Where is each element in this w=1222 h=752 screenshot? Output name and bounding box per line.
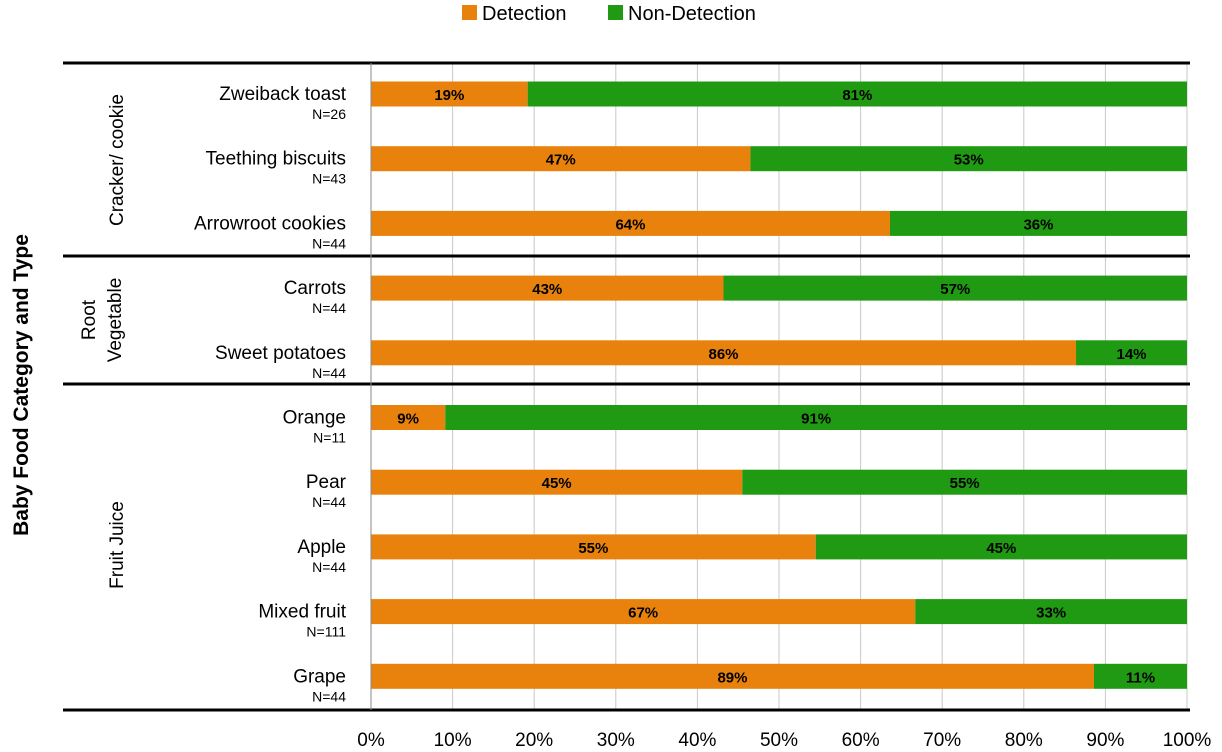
- group-label-vegetable: Vegetable: [105, 278, 126, 363]
- n-label: N=44: [312, 559, 346, 575]
- x-tick-label: 0%: [357, 730, 385, 751]
- bar-non-detection: [723, 275, 1187, 301]
- legend-swatch-detection: [462, 5, 477, 20]
- x-tick-label: 80%: [1005, 730, 1043, 751]
- x-tick-label: 10%: [434, 730, 472, 751]
- bar-detection: [371, 275, 724, 301]
- bar-non-detection: [750, 146, 1187, 172]
- bar-detection: [371, 469, 743, 495]
- category-label: Pear: [306, 472, 347, 493]
- category-label: Apple: [297, 537, 346, 558]
- data-label-non-detection: 33%: [1036, 605, 1066, 622]
- data-label-detection: 55%: [578, 540, 608, 557]
- category-label: Sweet potatoes: [215, 343, 346, 364]
- category-label: Mixed fruit: [258, 602, 346, 623]
- data-label-detection: 9%: [397, 411, 419, 428]
- data-label-detection: 47%: [546, 152, 576, 169]
- bar-non-detection: [815, 534, 1187, 560]
- data-label-detection: 45%: [542, 475, 572, 492]
- n-label: N=11: [313, 430, 346, 446]
- data-label-non-detection: 55%: [950, 475, 980, 492]
- y-axis-title: Baby Food Category and Type: [10, 234, 33, 536]
- bar-detection: [371, 340, 1077, 366]
- bar-detection: [371, 405, 446, 430]
- bar-detection: [371, 534, 816, 560]
- bar-non-detection: [1093, 663, 1187, 689]
- category-label: Orange: [283, 408, 346, 429]
- n-label: N=43: [312, 171, 346, 187]
- legend-label-non-detection: Non-Detection: [628, 3, 756, 25]
- x-tick-label: 20%: [515, 730, 553, 751]
- x-tick-label: 100%: [1163, 730, 1212, 751]
- legend-swatch-non-detection: [608, 5, 623, 20]
- data-label-non-detection: 11%: [1126, 669, 1155, 686]
- x-tick-label: 50%: [760, 730, 798, 751]
- bar-detection: [371, 599, 916, 625]
- x-tick-label: 40%: [678, 730, 716, 751]
- data-label-detection: 19%: [434, 87, 464, 104]
- n-label: N=26: [312, 106, 346, 122]
- bar-detection: [371, 210, 890, 236]
- data-label-detection: 43%: [532, 281, 562, 298]
- group-label-fruit-juice: Fruit Juice: [107, 501, 128, 589]
- data-label-non-detection: 36%: [1023, 216, 1053, 233]
- data-label-non-detection: 57%: [940, 281, 970, 298]
- category-label: Teething biscuits: [206, 149, 346, 170]
- bar-non-detection: [742, 469, 1187, 495]
- bar-non-detection: [527, 81, 1187, 107]
- x-tick-label: 70%: [923, 730, 961, 751]
- legend-label-detection: Detection: [482, 3, 567, 25]
- bar-non-detection: [1076, 340, 1187, 366]
- group-label-root: Root: [79, 299, 100, 340]
- category-label: Grape: [293, 666, 346, 687]
- data-label-detection: 89%: [717, 669, 747, 686]
- category-label: Carrots: [284, 278, 346, 299]
- n-label: N=44: [312, 688, 346, 704]
- group-label-cracker-cookie: Cracker/ cookie: [107, 94, 128, 226]
- bar-non-detection: [915, 599, 1187, 625]
- x-tick-label: 90%: [1086, 730, 1124, 751]
- n-label: N=111: [306, 624, 346, 640]
- data-label-non-detection: 81%: [842, 87, 872, 104]
- data-label-non-detection: 14%: [1116, 346, 1146, 363]
- n-label: N=44: [312, 235, 346, 251]
- bar-non-detection: [889, 210, 1187, 236]
- x-tick-label: 30%: [597, 730, 635, 751]
- bar-detection: [371, 146, 751, 172]
- n-label: N=44: [312, 494, 346, 510]
- n-label: N=44: [312, 365, 346, 381]
- category-label: Arrowroot cookies: [194, 213, 346, 234]
- category-label: Zweiback toast: [219, 84, 346, 105]
- data-label-detection: 64%: [615, 216, 645, 233]
- data-label-detection: 86%: [708, 346, 738, 363]
- x-tick-label: 60%: [842, 730, 880, 751]
- data-label-non-detection: 91%: [801, 411, 831, 428]
- data-label-non-detection: 45%: [986, 540, 1016, 557]
- data-label-detection: 67%: [628, 605, 658, 622]
- bar-detection: [371, 663, 1094, 689]
- bar-non-detection: [445, 405, 1188, 430]
- data-label-non-detection: 53%: [954, 152, 984, 169]
- n-label: N=44: [312, 300, 346, 316]
- bar-detection: [371, 81, 528, 107]
